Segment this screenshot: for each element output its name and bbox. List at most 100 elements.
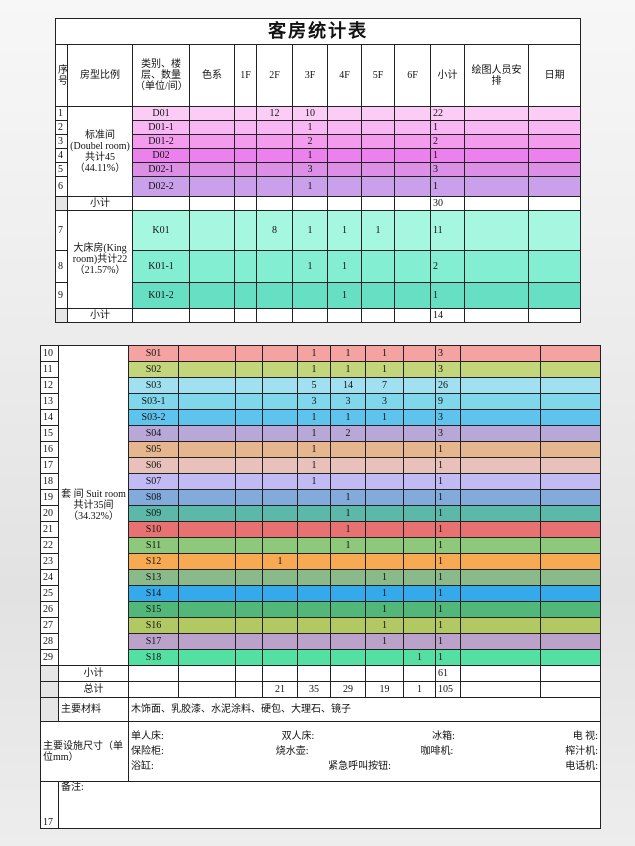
room-code: S03-2 [128, 409, 179, 426]
room-code: K01 [132, 210, 190, 251]
floor-count: 1 [365, 409, 404, 426]
empty-cell [128, 681, 179, 698]
row-number: 15 [40, 425, 59, 442]
row-subtotal: 1 [435, 537, 461, 554]
subtotal-label: 小计 [67, 308, 133, 323]
empty-cell [132, 308, 190, 323]
table-row: 12 S03 5 14 7 26 [40, 377, 601, 394]
table-row: 6 D02-2 1 1 [55, 176, 582, 197]
color-swatch [178, 553, 236, 570]
floor-count [262, 649, 298, 666]
room-code: S09 [128, 505, 179, 522]
floor-count [235, 441, 263, 458]
row-number: 22 [40, 537, 59, 554]
date [527, 282, 582, 309]
floor-count: 1 [330, 345, 366, 362]
color-swatch [178, 569, 236, 586]
group-subtotal: 61 [435, 665, 461, 682]
date [540, 617, 601, 634]
empty-cell [189, 196, 235, 211]
table-row: 24 S13 1 1 [40, 569, 601, 586]
floor-count [330, 569, 366, 586]
row-number: 25 [40, 585, 59, 602]
table-row: 29 S18 1 1 [40, 649, 601, 666]
floor-count [403, 393, 436, 410]
floor-count: 3 [297, 393, 331, 410]
table-row: 主要设施尺寸（单位mm） 单人床: 双人床: 冰箱: 电 视: 保险柜: 烧水壶: 咖啡机: 榨… [40, 721, 601, 782]
table-row: 15 S04 1 2 3 [40, 425, 601, 442]
room-code: D01 [132, 106, 190, 121]
floor-count [394, 250, 431, 283]
row-subtotal: 1 [435, 505, 461, 522]
floor-count [235, 553, 263, 570]
drafter [464, 120, 529, 135]
floor-count [235, 489, 263, 506]
floor-count [297, 553, 331, 570]
row-subtotal: 3 [435, 425, 461, 442]
table-row: 7 大床房(King room)共计22（21.57%） K01 8 1 1 1 11 [55, 210, 582, 309]
floor-count [361, 250, 395, 283]
date [540, 569, 601, 586]
floor-count [262, 345, 298, 362]
table-row: 3 D01-2 2 2 [55, 134, 582, 149]
facility-item: 冰箱: [432, 731, 455, 742]
empty-cell [235, 665, 263, 682]
group-subtotal: 30 [430, 196, 465, 211]
facility-item: 电话机: [565, 761, 598, 772]
empty-cell [189, 308, 235, 323]
table-row: 17 S06 1 1 [40, 457, 601, 474]
room-code: D01-2 [132, 134, 190, 149]
floor-count [365, 489, 404, 506]
empty-cell [403, 665, 436, 682]
floor-count [327, 176, 362, 197]
color-swatch [178, 489, 236, 506]
facility-item: 浴缸: [131, 761, 154, 772]
floor-count: 1 [361, 210, 395, 251]
room-code: K01-1 [132, 250, 190, 283]
table: 客房统计表 序号 房型比例 类别、楼层、数量（单位/间） 色系 1F 2F 3F 4F 5F 6F 小… [54, 18, 582, 323]
floor-count [234, 134, 257, 149]
row-number [40, 697, 59, 722]
drafter [460, 505, 541, 522]
empty-cell [128, 665, 179, 682]
date [527, 308, 582, 323]
floor-count [256, 176, 293, 197]
floor-count: 1 [330, 409, 366, 426]
row-number: 4 [55, 148, 68, 163]
floor-count [394, 210, 431, 251]
floor-count [234, 162, 257, 177]
room-code: S18 [128, 649, 179, 666]
floor-count [297, 569, 331, 586]
empty-cell [361, 196, 395, 211]
color-swatch [178, 345, 236, 362]
room-type: 标准间(Doubel room)共计45（44.11%） [67, 106, 133, 197]
table-row: 小计 61 [40, 665, 601, 682]
floor-count [297, 633, 331, 650]
row-subtotal: 1 [435, 569, 461, 586]
row-number: 26 [40, 601, 59, 618]
floor-count [394, 282, 431, 309]
floor-count: 1 [297, 441, 331, 458]
drafter [464, 308, 529, 323]
facility-item: 电 视: [572, 731, 598, 742]
date [540, 537, 601, 554]
drafter [464, 250, 529, 283]
floor-count [330, 601, 366, 618]
floor-count [262, 393, 298, 410]
table-row: 9 K01-2 1 1 [55, 282, 582, 309]
date [540, 473, 601, 490]
drafter [460, 441, 541, 458]
floor-count [403, 585, 436, 602]
color-swatch [189, 134, 235, 149]
facility-item: 榨汁机: [565, 746, 598, 757]
date [540, 505, 601, 522]
row-subtotal: 1 [430, 176, 465, 197]
drafter [464, 148, 529, 163]
date [540, 361, 601, 378]
floor-count [403, 617, 436, 634]
date [540, 377, 601, 394]
drafter [460, 633, 541, 650]
floor-count [262, 425, 298, 442]
table-row: 2 D01-1 1 1 [55, 120, 582, 135]
date [527, 210, 582, 251]
